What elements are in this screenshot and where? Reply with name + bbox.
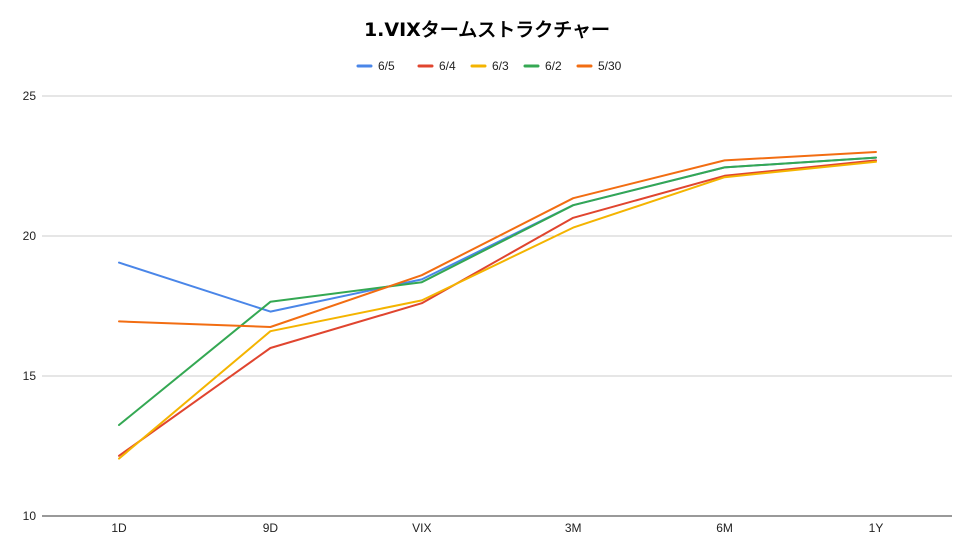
y-tick-label: 20	[23, 229, 37, 243]
y-tick-label: 15	[23, 369, 37, 383]
legend-item-6-5[interactable]: 6/5	[356, 59, 395, 73]
x-tick-label: VIX	[412, 521, 431, 535]
series-line-6-3	[118, 160, 877, 460]
y-gridlines	[42, 95, 952, 517]
legend-item-6-2[interactable]: 6/2	[523, 59, 562, 73]
legend-item-6-4[interactable]: 6/4	[417, 59, 456, 73]
y-tick-label: 25	[23, 89, 37, 103]
legend-label: 6/5	[378, 59, 395, 73]
x-tick-label: 9D	[263, 521, 279, 535]
legend-label: 6/3	[492, 59, 509, 73]
x-tick-label: 1D	[111, 521, 127, 535]
legend-item-6-3[interactable]: 6/3	[470, 59, 509, 73]
x-tick-label: 6M	[716, 521, 733, 535]
x-axis-tick-labels: 1D 9D VIX 3M 6M 1Y	[111, 521, 883, 535]
series-line-6-5	[118, 156, 877, 313]
legend-label: 6/2	[545, 59, 562, 73]
series-line-6-4	[118, 159, 877, 457]
x-tick-label: 1Y	[869, 521, 884, 535]
series-line-5-30	[118, 151, 877, 328]
series-line-6-2	[118, 156, 877, 426]
y-axis-tick-labels: 10 15 20 25	[23, 89, 37, 523]
chart-title: 1.VIXタームストラクチャー	[364, 19, 610, 41]
y-tick-label: 10	[23, 509, 37, 523]
x-tick-label: 3M	[565, 521, 582, 535]
series-lines	[118, 151, 877, 460]
legend-label: 5/30	[598, 59, 622, 73]
legend-label: 6/4	[439, 59, 456, 73]
chart-legend: 6/5 6/4 6/3 6/2 5/30	[356, 59, 622, 73]
legend-item-5-30[interactable]: 5/30	[576, 59, 622, 73]
